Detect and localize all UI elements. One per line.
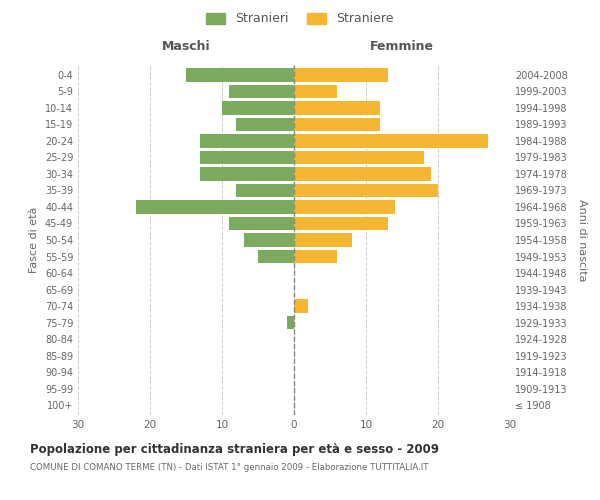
Bar <box>186 68 294 82</box>
Bar <box>136 200 294 213</box>
Bar <box>294 118 380 131</box>
Y-axis label: Anni di nascita: Anni di nascita <box>577 198 587 281</box>
Text: Maschi: Maschi <box>161 40 211 54</box>
Bar <box>236 118 294 131</box>
Bar <box>294 85 337 98</box>
Bar <box>200 134 294 147</box>
Legend: Stranieri, Straniere: Stranieri, Straniere <box>203 8 397 29</box>
Bar <box>294 151 424 164</box>
Text: Femmine: Femmine <box>370 40 434 54</box>
Bar <box>287 316 294 329</box>
Y-axis label: Fasce di età: Fasce di età <box>29 207 39 273</box>
Text: Popolazione per cittadinanza straniera per età e sesso - 2009: Popolazione per cittadinanza straniera p… <box>30 442 439 456</box>
Bar <box>294 200 395 213</box>
Bar <box>244 234 294 246</box>
Bar <box>229 85 294 98</box>
Bar <box>294 234 352 246</box>
Bar <box>236 184 294 197</box>
Bar <box>294 300 308 312</box>
Bar <box>222 102 294 114</box>
Bar <box>200 151 294 164</box>
Bar <box>294 168 431 180</box>
Bar <box>229 217 294 230</box>
Text: COMUNE DI COMANO TERME (TN) - Dati ISTAT 1° gennaio 2009 - Elaborazione TUTTITAL: COMUNE DI COMANO TERME (TN) - Dati ISTAT… <box>30 462 428 471</box>
Bar <box>294 68 388 82</box>
Bar <box>294 184 438 197</box>
Bar <box>294 134 488 147</box>
Bar <box>258 250 294 263</box>
Bar <box>294 217 388 230</box>
Bar <box>294 102 380 114</box>
Bar <box>294 250 337 263</box>
Bar <box>200 168 294 180</box>
